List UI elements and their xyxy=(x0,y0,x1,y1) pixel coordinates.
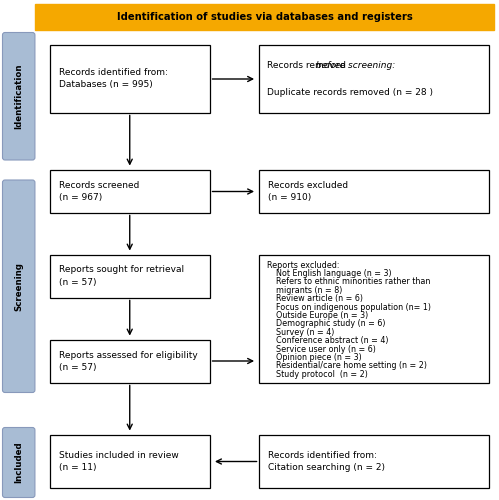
FancyBboxPatch shape xyxy=(259,45,489,112)
FancyBboxPatch shape xyxy=(2,428,35,498)
Text: Conference abstract (n = 4): Conference abstract (n = 4) xyxy=(276,336,388,345)
FancyBboxPatch shape xyxy=(259,435,489,488)
Text: Studies included in review
(n = 11): Studies included in review (n = 11) xyxy=(59,450,179,472)
FancyBboxPatch shape xyxy=(259,255,489,382)
FancyBboxPatch shape xyxy=(50,435,210,488)
Text: Service user only (n = 6): Service user only (n = 6) xyxy=(276,344,376,354)
Text: Focus on indigenous population (n= 1): Focus on indigenous population (n= 1) xyxy=(276,302,431,312)
FancyBboxPatch shape xyxy=(50,340,210,382)
Text: Records identified from:
Citation searching (n = 2): Records identified from: Citation search… xyxy=(268,450,385,472)
Text: Study protocol  (n = 2): Study protocol (n = 2) xyxy=(276,370,368,379)
Text: Refers to ethnic minorities rather than: Refers to ethnic minorities rather than xyxy=(276,278,430,286)
Text: Not English language (n = 3): Not English language (n = 3) xyxy=(276,269,392,278)
Text: migrants (n = 8): migrants (n = 8) xyxy=(276,286,342,295)
Text: Reports assessed for eligibility
(n = 57): Reports assessed for eligibility (n = 57… xyxy=(59,350,198,372)
FancyBboxPatch shape xyxy=(50,170,210,212)
Text: before screening:: before screening: xyxy=(316,60,395,70)
Text: Demographic study (n = 6): Demographic study (n = 6) xyxy=(276,320,385,328)
FancyBboxPatch shape xyxy=(35,4,494,30)
Text: Reports excluded:: Reports excluded: xyxy=(267,260,339,270)
Text: Review article (n = 6): Review article (n = 6) xyxy=(276,294,363,304)
Text: Opinion piece (n = 3): Opinion piece (n = 3) xyxy=(276,353,362,362)
FancyBboxPatch shape xyxy=(50,45,210,112)
FancyBboxPatch shape xyxy=(50,255,210,298)
Text: Identification: Identification xyxy=(14,64,23,129)
FancyBboxPatch shape xyxy=(2,180,35,392)
Text: Identification of studies via databases and registers: Identification of studies via databases … xyxy=(117,12,412,22)
Text: Records screened
(n = 967): Records screened (n = 967) xyxy=(59,180,139,202)
FancyBboxPatch shape xyxy=(2,32,35,160)
Text: Duplicate records removed (n = 28 ): Duplicate records removed (n = 28 ) xyxy=(267,88,433,97)
Text: Screening: Screening xyxy=(14,262,23,310)
Text: Records excluded
(n = 910): Records excluded (n = 910) xyxy=(268,180,349,202)
Text: Survey (n = 4): Survey (n = 4) xyxy=(276,328,334,337)
Text: Outside Europe (n = 3): Outside Europe (n = 3) xyxy=(276,311,368,320)
Text: Records identified from:
Databases (n = 995): Records identified from: Databases (n = … xyxy=(59,68,168,90)
Text: Records removed: Records removed xyxy=(267,60,349,70)
Text: Residential/care home setting (n = 2): Residential/care home setting (n = 2) xyxy=(276,362,427,370)
FancyBboxPatch shape xyxy=(259,170,489,212)
Text: Reports sought for retrieval
(n = 57): Reports sought for retrieval (n = 57) xyxy=(59,266,184,287)
Text: Included: Included xyxy=(14,442,23,484)
